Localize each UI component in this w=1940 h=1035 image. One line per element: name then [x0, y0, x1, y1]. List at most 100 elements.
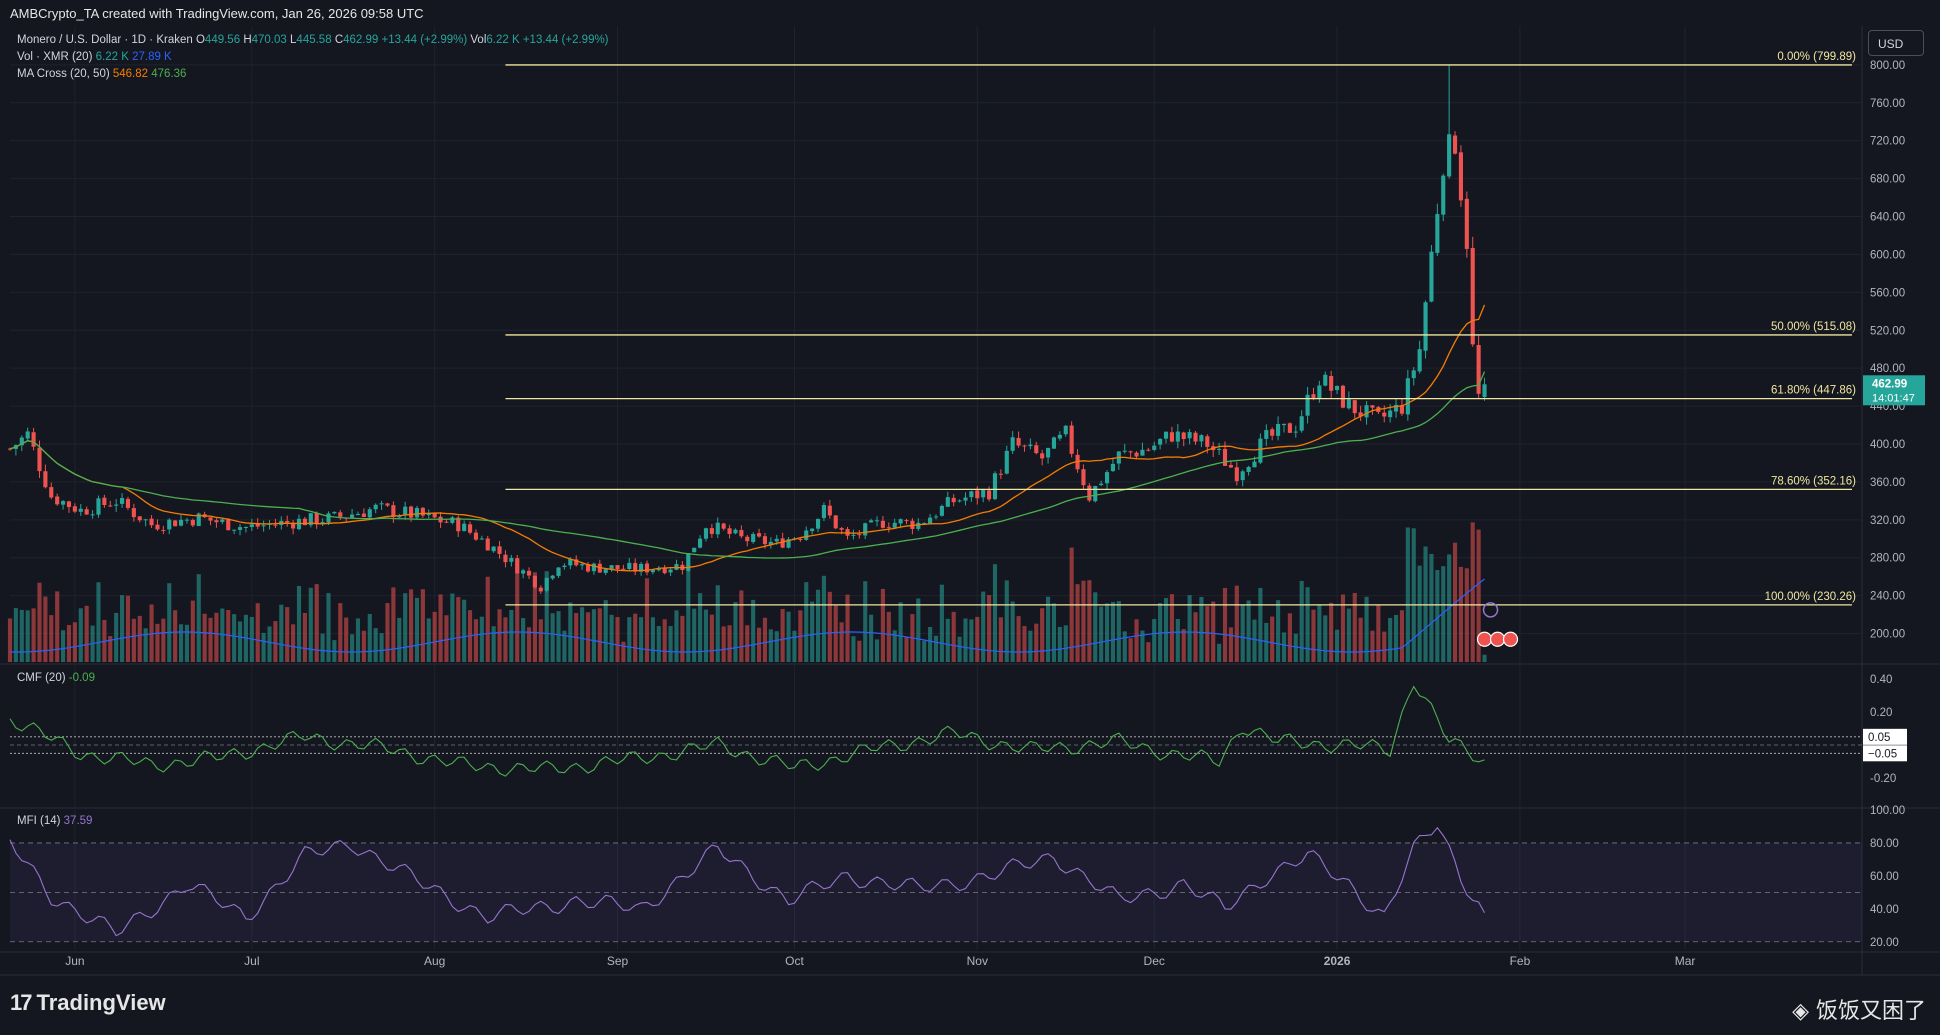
volume-bar — [1016, 616, 1021, 662]
volume-bar — [603, 600, 608, 662]
price-axis-label: 720.00 — [1870, 136, 1905, 148]
candle-body — [1252, 461, 1257, 468]
volume-bar — [1193, 612, 1198, 662]
candle-body — [37, 447, 42, 472]
volume-bar — [338, 603, 343, 662]
candle-body — [1264, 430, 1269, 439]
candle-body — [196, 513, 201, 527]
last-price-badge — [1863, 375, 1925, 406]
candle-body — [1281, 423, 1287, 426]
mfi-legend[interactable]: MFI (14) 37.59 — [17, 815, 92, 827]
volume-bar — [532, 572, 537, 662]
ma-cross-legend[interactable]: MA Cross (20, 50) 546.82 476.36 — [17, 68, 186, 80]
volume-bar — [963, 618, 968, 662]
candle-body — [544, 577, 549, 591]
candle-body — [1217, 448, 1222, 450]
candle-body — [1382, 412, 1387, 417]
ma-fast-value: 546.82 — [112, 68, 149, 80]
cmf-level-label: 0.05 — [1868, 732, 1890, 744]
volume-bar — [804, 582, 809, 662]
candle-body — [479, 538, 484, 540]
volume-bar — [851, 636, 856, 662]
volume-bar — [1299, 580, 1304, 662]
candle-body — [1476, 345, 1481, 394]
volume-bar — [1329, 602, 1334, 662]
volume-bar — [880, 588, 885, 662]
candle-body — [874, 520, 880, 522]
candle-body — [1205, 436, 1210, 447]
volume-bar — [202, 613, 207, 662]
candle-body — [503, 554, 508, 563]
volume-bar — [479, 616, 484, 662]
candle-body — [538, 587, 543, 592]
candle-body — [114, 504, 119, 506]
cmf-value: -0.09 — [68, 672, 95, 684]
volume-bar — [1323, 615, 1328, 662]
volume-bar — [774, 631, 779, 662]
volume-bar — [792, 630, 797, 662]
candle-body — [414, 507, 420, 518]
candle-body — [1163, 431, 1169, 439]
volume-bar — [1435, 570, 1440, 662]
volume-bar — [1246, 600, 1251, 662]
volume-bar — [1063, 625, 1068, 662]
volume-bar — [184, 624, 190, 662]
candle-body — [633, 563, 638, 572]
volume-bar — [821, 575, 827, 662]
volume-bar — [397, 617, 402, 662]
candle-body — [361, 513, 366, 517]
volume-bar — [119, 595, 125, 662]
candle-body — [928, 517, 933, 524]
volume-bar — [43, 596, 48, 662]
time-axis-label: Nov — [967, 954, 988, 968]
high-label: H — [243, 34, 252, 46]
volume-bar — [1382, 631, 1387, 662]
brand-name: TradingView — [36, 990, 166, 1015]
volume-bar — [214, 612, 219, 662]
candle-body — [580, 564, 585, 566]
volume-bar — [1352, 592, 1357, 662]
volume-bar — [19, 609, 24, 662]
volume-bar — [992, 564, 998, 662]
price-axis-label: 600.00 — [1870, 249, 1905, 261]
candle-body — [25, 431, 30, 439]
last-price-value: 462.99 — [1872, 378, 1907, 390]
candle-body — [1317, 385, 1322, 399]
volume-bar — [232, 614, 237, 662]
candle-body — [969, 491, 974, 498]
candle-body — [839, 528, 844, 530]
volume-bar — [1093, 592, 1098, 662]
volume-bar — [1464, 568, 1469, 662]
mfi-axis-label: 100.00 — [1870, 805, 1905, 817]
volume-bar — [981, 591, 986, 662]
mfi-label: MFI (14) — [17, 815, 61, 827]
candle-body — [255, 523, 260, 527]
candle-body — [190, 519, 195, 526]
candle-body — [173, 520, 178, 527]
cmf-legend[interactable]: CMF (20) -0.09 — [17, 672, 95, 684]
time-axis-label: 2026 — [1324, 954, 1351, 968]
volume-bar — [1099, 606, 1104, 662]
vol-label: Vol — [470, 34, 487, 46]
volume-bar — [403, 593, 408, 662]
candle-body — [556, 567, 561, 576]
volume-bar — [1470, 522, 1475, 662]
currency-button[interactable]: USD — [1868, 30, 1924, 56]
symbol-name[interactable]: Monero / U.S. Dollar · 1D · Kraken — [17, 34, 193, 46]
volume-bar — [815, 589, 821, 662]
tradingview-logo[interactable]: 17 TradingView — [10, 990, 166, 1016]
candle-body — [1028, 444, 1033, 447]
candle-body — [562, 565, 567, 568]
candle-body — [833, 515, 838, 529]
volume-bar — [886, 611, 891, 662]
candle-body — [550, 575, 555, 579]
volume-bar — [367, 613, 372, 662]
volume-legend[interactable]: Vol · XMR (20) 6.22 K 27.89 K — [17, 51, 172, 63]
candle-body — [1346, 399, 1351, 409]
volume-bar — [556, 611, 561, 662]
volume-bar — [1128, 638, 1133, 662]
volume-bar — [526, 627, 532, 662]
volume-bar — [1364, 596, 1369, 662]
volume-bar — [1140, 630, 1145, 662]
